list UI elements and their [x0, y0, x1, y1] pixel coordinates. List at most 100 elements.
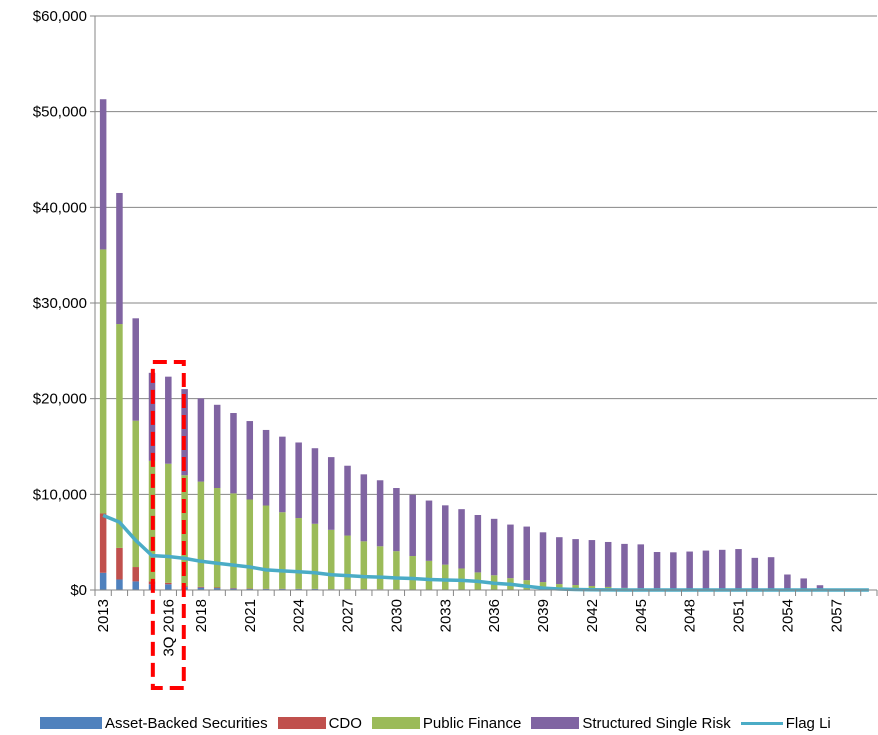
bar-public-finance [376, 546, 384, 590]
bar-cdo [99, 513, 107, 573]
legend-label-structured-single-risk: Structured Single Risk [582, 714, 731, 732]
x-tick-label: 2054 [779, 599, 796, 632]
y-tick-label: $60,000 [33, 8, 87, 25]
legend-item-flag-line: Flag Li [740, 714, 831, 732]
bar-structured-single-risk [686, 551, 693, 589]
bar-structured-single-risk [230, 413, 237, 494]
bar-public-finance [442, 564, 449, 590]
legend-item-asset-backed-securities: Asset-Backed Securities [40, 715, 268, 732]
legend-item-structured-single-risk: Structured Single Risk [531, 714, 731, 732]
legend-swatch-asset-backed-securities [40, 717, 102, 729]
bar-asset-backed-securities [230, 588, 237, 590]
y-tick-label: $10,000 [33, 486, 87, 503]
bar-structured-single-risk [425, 500, 433, 561]
bar-structured-single-risk [637, 544, 645, 589]
bar-public-finance [295, 518, 302, 589]
x-tick-label: 2057 [828, 599, 845, 632]
bar-public-finance [246, 499, 254, 589]
bar-structured-single-risk [279, 436, 286, 513]
bar-public-finance [230, 493, 237, 589]
bar-public-finance [197, 481, 205, 587]
bar-public-finance [327, 529, 335, 590]
bar-structured-single-risk [327, 457, 335, 530]
x-tick-label: 2033 [437, 599, 454, 632]
y-tick-label: $50,000 [33, 104, 87, 121]
x-tick-label: 2021 [242, 599, 259, 632]
bar-structured-single-risk [442, 505, 449, 565]
legend-item-public-finance: Public Finance [371, 714, 522, 732]
bar-public-finance [99, 249, 107, 514]
legend-swatch-flag-line [740, 721, 783, 725]
bar-public-finance [116, 324, 123, 548]
bar-structured-single-risk [588, 540, 596, 586]
bar-asset-backed-securities [99, 572, 107, 590]
x-tick-label: 2048 [682, 599, 699, 632]
bar-structured-single-risk [767, 557, 775, 590]
bar-structured-single-risk [718, 549, 726, 590]
y-tick-label: $0 [70, 582, 87, 599]
bar-structured-single-risk [507, 524, 514, 579]
bar-structured-single-risk [165, 376, 172, 464]
bar-cdo [213, 587, 221, 589]
bar-structured-single-risk [197, 398, 205, 482]
bar-structured-single-risk [539, 532, 547, 583]
bar-public-finance [425, 560, 433, 590]
bar-structured-single-risk [670, 552, 677, 589]
bar-structured-single-risk [816, 585, 824, 590]
x-tick-label: 2051 [731, 599, 748, 632]
bar-cdo [165, 582, 172, 585]
bar-structured-single-risk [523, 526, 530, 581]
bar-structured-single-risk [311, 448, 319, 524]
bar-cdo [197, 586, 205, 588]
bar-structured-single-risk [490, 518, 498, 576]
bar-structured-single-risk [653, 552, 661, 589]
x-tick-label: 2036 [486, 599, 503, 632]
x-tick-label: 2030 [388, 599, 405, 632]
bar-public-finance [213, 488, 221, 588]
bar-structured-single-risk [360, 474, 368, 542]
bar-structured-single-risk [621, 543, 628, 588]
bar-structured-single-risk [344, 465, 351, 536]
bar-structured-single-risk [295, 442, 302, 519]
bar-structured-single-risk [800, 578, 807, 590]
legend: Asset-Backed Securities CDO Public Finan… [40, 713, 841, 733]
stacked-bar-chart: $0 $10,000 $20,000 $30,000 $40,000 $50,000 $60… [33, 8, 878, 690]
bar-structured-single-risk [556, 537, 563, 585]
bar-structured-single-risk [262, 429, 270, 506]
x-tick-label: 2039 [535, 599, 552, 632]
legend-swatch-public-finance [371, 717, 420, 729]
bar-asset-backed-securities [213, 588, 221, 590]
x-tick-label: 2027 [340, 599, 357, 632]
bar-structured-single-risk [702, 550, 710, 589]
bar-structured-single-risk [572, 539, 579, 586]
bar-structured-single-risk [181, 389, 188, 476]
y-tick-label: $20,000 [33, 391, 87, 408]
bar-public-finance [262, 505, 270, 589]
legend-label-asset-backed-securities: Asset-Backed Securities [105, 714, 268, 732]
bar-structured-single-risk [116, 192, 123, 325]
bar-asset-backed-securities [165, 584, 172, 590]
x-tick-label: 2042 [584, 599, 601, 632]
legend-label-flag-line: Flag Li [785, 714, 831, 732]
legend-swatch-structured-single-risk [531, 717, 580, 729]
bar-structured-single-risk [751, 557, 759, 590]
y-tick-label: $30,000 [33, 295, 87, 312]
bar-structured-single-risk [784, 574, 791, 590]
legend-item-cdo: CDO [277, 715, 362, 732]
y-tick-label: $40,000 [33, 199, 87, 216]
bar-structured-single-risk [246, 421, 254, 500]
bar-structured-single-risk [393, 488, 400, 552]
x-tick-label: 2018 [193, 599, 210, 632]
legend-label-public-finance: Public Finance [422, 714, 522, 732]
bar-public-finance [556, 584, 563, 590]
bar-structured-single-risk [132, 318, 139, 421]
legend-swatch-cdo [277, 717, 326, 729]
bar-public-finance [360, 541, 368, 590]
bar-public-finance [165, 463, 172, 583]
bar-public-finance [588, 585, 596, 590]
bar-structured-single-risk [213, 404, 221, 489]
bar-public-finance [279, 512, 286, 589]
bar-structured-single-risk [604, 541, 612, 587]
bar-structured-single-risk [735, 549, 742, 590]
bar-public-finance [572, 585, 579, 590]
